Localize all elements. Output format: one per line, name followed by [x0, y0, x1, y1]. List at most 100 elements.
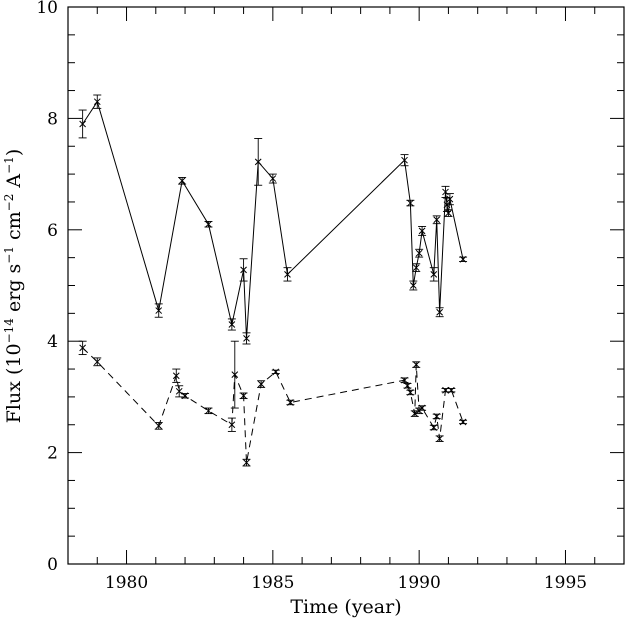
marker-stroke [178, 177, 186, 185]
x-tick-label: 1985 [251, 573, 294, 593]
data-point-marker [257, 380, 265, 388]
marker-stroke [175, 387, 183, 395]
y-axis-title-part: A [3, 174, 25, 194]
data-point-marker [155, 307, 163, 314]
x-axis-title: Time (year) [290, 596, 401, 618]
series-2 [78, 340, 468, 467]
marker-stroke [418, 227, 426, 235]
marker-stroke [205, 220, 212, 228]
data-point-marker [418, 404, 426, 412]
y-axis-title-part: erg s [3, 264, 25, 318]
data-point-marker [272, 368, 280, 376]
y-tick-label: 10 [36, 0, 58, 18]
data-point-marker [401, 156, 408, 164]
x-tick-label: 1980 [105, 573, 148, 593]
data-point-marker [284, 271, 291, 278]
data-point-marker [172, 372, 180, 380]
data-point-marker [409, 282, 417, 289]
marker-stroke [430, 271, 438, 278]
marker-stroke [436, 435, 443, 443]
marker-stroke [155, 422, 163, 430]
data-point-marker [93, 98, 101, 106]
data-point-marker [411, 410, 419, 417]
data-point-marker [446, 195, 454, 203]
data-point-marker [404, 382, 411, 390]
y-axis-title-part: ) [3, 149, 25, 156]
data-point-marker [418, 227, 426, 235]
y-tick-label: 2 [47, 444, 58, 464]
marker-stroke [442, 188, 449, 196]
marker-stroke [240, 266, 247, 274]
data-point-marker [430, 271, 438, 278]
data-point-marker [205, 220, 212, 228]
y-tick-label: 8 [47, 109, 58, 129]
data-point-marker [433, 216, 441, 224]
marker-stroke [412, 361, 420, 368]
marker-stroke [254, 158, 262, 166]
data-point-marker [178, 177, 186, 185]
series-1 [78, 94, 468, 345]
data-point-marker [430, 424, 438, 431]
marker-stroke [411, 410, 419, 417]
marker-stroke [79, 120, 86, 128]
marker-stroke [240, 392, 247, 400]
x-tick-label: 1995 [544, 573, 587, 593]
y-axis-title-exponent: −14 [2, 318, 16, 344]
series-layer [78, 94, 468, 467]
marker-stroke [205, 407, 212, 415]
marker-stroke [415, 249, 423, 257]
data-point-marker [231, 371, 239, 378]
marker-stroke [407, 389, 414, 396]
data-point-marker [459, 255, 467, 263]
marker-stroke [409, 282, 417, 289]
data-point-marker [401, 376, 408, 384]
data-point-marker [415, 249, 423, 257]
marker-stroke [243, 459, 250, 466]
marker-stroke [459, 255, 467, 263]
marker-stroke [459, 418, 467, 426]
marker-stroke [257, 380, 265, 388]
data-point-marker [228, 421, 236, 429]
marker-stroke [407, 199, 414, 207]
data-point-marker [205, 407, 212, 415]
marker-stroke [445, 209, 452, 217]
marker-stroke [228, 421, 236, 429]
y-axis-title-exponent: −1 [2, 246, 16, 264]
marker-stroke [401, 156, 408, 164]
marker-stroke [436, 308, 443, 316]
data-point-marker [155, 422, 163, 430]
marker-stroke [430, 424, 438, 431]
data-point-marker [240, 266, 247, 274]
y-tick-label: 4 [47, 332, 58, 352]
data-point-marker [433, 413, 441, 420]
marker-stroke [79, 344, 86, 352]
marker-stroke [243, 335, 250, 342]
marker-stroke [287, 399, 294, 406]
y-axis-title-part: cm [3, 211, 25, 246]
axis-ticks [67, 6, 625, 565]
data-point-marker [79, 344, 86, 352]
data-point-marker [228, 321, 236, 328]
y-axis-title-exponent: −2 [2, 194, 16, 212]
data-point-marker [254, 158, 262, 166]
data-point-marker [412, 264, 420, 272]
data-point-marker [240, 392, 247, 400]
data-point-marker [269, 175, 277, 182]
y-axis-title-exponent: −1 [2, 156, 16, 174]
marker-stroke [228, 321, 236, 328]
marker-stroke [269, 175, 277, 182]
marker-stroke [155, 307, 163, 314]
axis-tick-labels: 1980 1985 1990 1995 0 2 4 6 8 10 [36, 0, 587, 593]
data-point-marker [447, 386, 455, 394]
data-point-marker [181, 392, 189, 400]
data-point-marker [412, 361, 420, 368]
data-point-marker [459, 418, 467, 426]
data-point-marker [79, 120, 86, 128]
y-tick-label: 6 [47, 221, 58, 241]
series-line [82, 100, 464, 339]
data-point-marker [445, 209, 452, 217]
data-point-marker [93, 358, 101, 366]
marker-stroke [284, 271, 291, 278]
data-point-marker [407, 389, 414, 396]
